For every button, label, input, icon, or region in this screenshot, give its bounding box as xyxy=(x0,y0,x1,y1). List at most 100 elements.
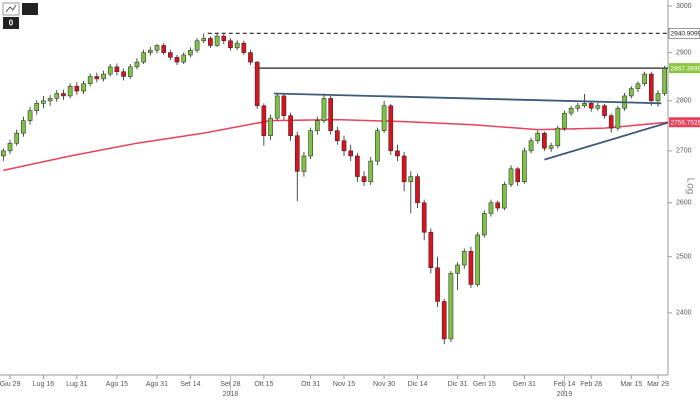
x-tick-label: Gen 15 xyxy=(473,381,496,388)
candle-body xyxy=(127,66,133,77)
x-tick-label: Lug 31 xyxy=(66,381,88,388)
candle-body xyxy=(281,95,287,116)
candle-body xyxy=(301,155,307,172)
candle-body xyxy=(662,68,667,94)
candle-body xyxy=(107,66,113,75)
candle-body xyxy=(368,160,374,183)
candle-body xyxy=(14,132,20,144)
candle-body xyxy=(568,107,574,114)
candle-body xyxy=(495,202,500,209)
candle-body xyxy=(528,140,534,152)
candle-body xyxy=(101,73,106,80)
candle-body xyxy=(274,95,280,119)
x-tick-label: Mar 15 xyxy=(620,381,642,388)
candle-body xyxy=(181,54,187,63)
candle-body xyxy=(221,35,227,42)
candle-body xyxy=(161,45,166,53)
candle-body xyxy=(241,42,247,53)
x-tick-label: Feb 28 xyxy=(580,381,602,388)
candle-body xyxy=(147,49,153,53)
candle-body xyxy=(408,176,414,183)
price-tag xyxy=(669,117,700,128)
candle-body xyxy=(54,93,60,99)
candle-body xyxy=(268,117,273,136)
candle-body xyxy=(234,42,240,49)
candle-body xyxy=(81,83,86,92)
x-tick-label: Giu 29 xyxy=(0,381,20,388)
x-tick-label: Ago 15 xyxy=(106,381,128,388)
candle-body xyxy=(7,142,13,152)
x-tick-label: Nov 15 xyxy=(333,381,355,388)
candle-body xyxy=(21,120,26,134)
x-tick-label: Dic 31 xyxy=(448,381,468,388)
x-tick-label: Lug 16 xyxy=(33,381,55,388)
candle-body xyxy=(488,202,494,214)
x-tick-label: Dic 14 xyxy=(408,381,428,388)
candle-body xyxy=(608,115,614,129)
y-tick-label: 2600 xyxy=(676,200,692,207)
candle-body xyxy=(428,231,434,269)
candle-body xyxy=(134,61,140,68)
candle-body xyxy=(628,88,634,97)
candle-body xyxy=(508,168,514,185)
candle-body xyxy=(642,73,647,85)
candle-body xyxy=(582,103,587,107)
candle-body xyxy=(522,150,527,183)
tool-icon[interactable] xyxy=(2,2,20,16)
x-tick-label: Nov 30 xyxy=(373,381,395,388)
candle-body xyxy=(201,38,207,42)
tool-icon[interactable] xyxy=(22,3,38,15)
candle-body xyxy=(314,120,320,131)
candle-body xyxy=(361,176,367,183)
candle-body xyxy=(395,150,400,157)
trendline xyxy=(273,92,662,105)
x-tick-label: Ott 31 xyxy=(301,381,320,388)
candle-body xyxy=(455,264,460,274)
year-label: 2019 xyxy=(557,391,573,398)
candle-body xyxy=(47,98,53,102)
y-tick-label: 2800 xyxy=(676,98,692,105)
x-tick-label: Set 14 xyxy=(180,381,200,388)
candle-body xyxy=(121,71,126,77)
price-tag xyxy=(668,28,700,39)
candle-body xyxy=(308,130,313,157)
price-tag-label: 2756.7526 xyxy=(671,119,700,126)
candle-body xyxy=(34,103,40,111)
candle-body xyxy=(294,135,300,172)
candle-body xyxy=(401,155,407,183)
candle-body xyxy=(355,155,360,177)
tool-button[interactable] xyxy=(3,17,19,29)
candle-body xyxy=(475,234,480,285)
candle-body xyxy=(575,105,581,109)
candle-body xyxy=(288,115,293,136)
candle-body xyxy=(562,112,567,129)
candle-body xyxy=(421,202,427,233)
candle-body xyxy=(375,130,380,162)
candle-body xyxy=(154,45,160,51)
y-tick-label: 2700 xyxy=(676,148,692,155)
candle-body xyxy=(542,132,547,149)
x-tick-label: Gen 31 xyxy=(513,381,536,388)
candle-body xyxy=(248,52,253,63)
candle-body xyxy=(468,250,474,285)
candle-body xyxy=(254,61,260,107)
candle-body xyxy=(261,105,267,136)
candle-body xyxy=(67,85,73,97)
candle-body xyxy=(381,105,387,131)
candle-body xyxy=(515,168,521,183)
candle-body xyxy=(615,107,621,129)
candle-body xyxy=(61,93,66,97)
year-label: 2018 xyxy=(223,391,239,398)
candle-body xyxy=(588,103,594,109)
candle-body xyxy=(27,110,33,121)
candle-body xyxy=(141,52,146,63)
y-tick-label: 2400 xyxy=(676,310,692,317)
candle-body xyxy=(435,267,440,302)
tool-label: 0 xyxy=(9,19,14,28)
candle-body xyxy=(335,130,340,141)
candle-body xyxy=(648,73,654,102)
x-tick-label: Mar 29 xyxy=(647,381,669,388)
trendline xyxy=(544,121,669,161)
